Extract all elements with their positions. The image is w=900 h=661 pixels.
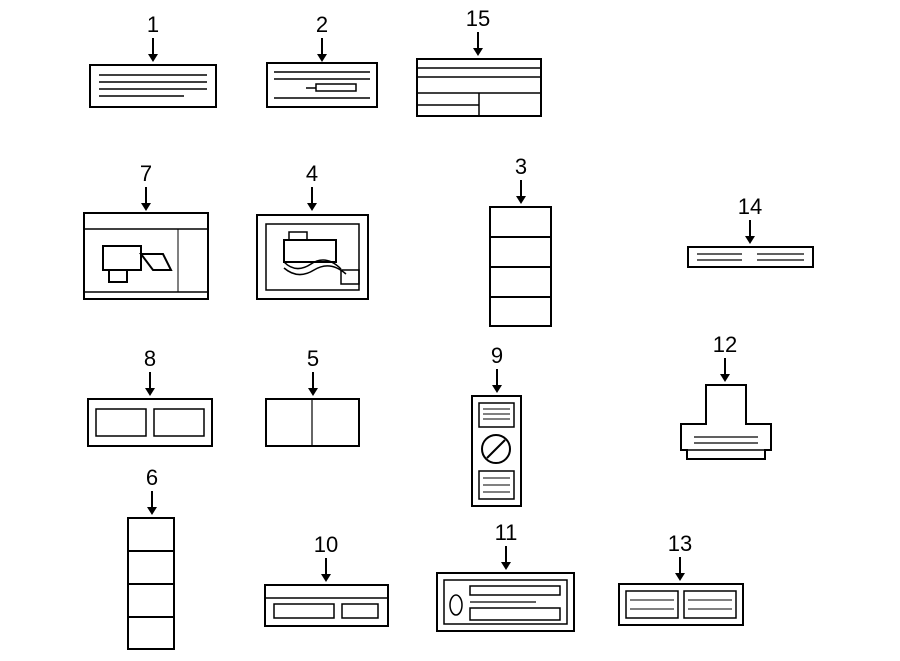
label-3: 3 [506, 156, 536, 204]
label-9: 9 [482, 345, 512, 393]
part-12 [680, 384, 772, 460]
part-10 [264, 584, 389, 627]
label-13: 13 [665, 533, 695, 581]
label-3-num: 3 [506, 156, 536, 178]
part-7 [83, 212, 209, 300]
label-15-num: 15 [463, 8, 493, 30]
label-12: 12 [710, 334, 740, 382]
part-11 [436, 572, 575, 632]
label-4: 4 [297, 163, 327, 211]
arrow-down-icon [742, 220, 758, 244]
part-13 [618, 583, 744, 626]
arrow-down-icon [513, 180, 529, 204]
label-7: 7 [131, 163, 161, 211]
arrow-down-icon [489, 369, 505, 393]
label-11-num: 11 [491, 522, 521, 544]
arrow-down-icon [470, 32, 486, 56]
label-4-num: 4 [297, 163, 327, 185]
label-13-num: 13 [665, 533, 695, 555]
label-2: 2 [307, 14, 337, 62]
label-1: 1 [138, 14, 168, 62]
part-5 [265, 398, 360, 447]
label-9-num: 9 [482, 345, 512, 367]
arrow-down-icon [138, 187, 154, 211]
part-3 [489, 206, 552, 327]
part-1 [89, 64, 217, 108]
arrow-down-icon [314, 38, 330, 62]
label-8-num: 8 [135, 348, 165, 370]
part-14 [687, 246, 814, 268]
part-4 [256, 214, 369, 300]
label-1-num: 1 [138, 14, 168, 36]
arrow-down-icon [318, 558, 334, 582]
arrow-down-icon [145, 38, 161, 62]
part-2 [266, 62, 378, 108]
label-7-num: 7 [131, 163, 161, 185]
label-11: 11 [491, 522, 521, 570]
arrow-down-icon [717, 358, 733, 382]
label-14: 14 [735, 196, 765, 244]
arrow-down-icon [672, 557, 688, 581]
part-8 [87, 398, 213, 447]
part-9 [471, 395, 522, 507]
arrow-down-icon [304, 187, 320, 211]
label-10-num: 10 [311, 534, 341, 556]
part-6 [127, 517, 175, 650]
label-10: 10 [311, 534, 341, 582]
label-15: 15 [463, 8, 493, 56]
arrow-down-icon [305, 372, 321, 396]
label-14-num: 14 [735, 196, 765, 218]
arrow-down-icon [142, 372, 158, 396]
label-12-num: 12 [710, 334, 740, 356]
arrow-down-icon [144, 491, 160, 515]
label-6: 6 [137, 467, 167, 515]
label-5-num: 5 [298, 348, 328, 370]
arrow-down-icon [498, 546, 514, 570]
part-15 [416, 58, 542, 117]
label-2-num: 2 [307, 14, 337, 36]
label-6-num: 6 [137, 467, 167, 489]
label-5: 5 [298, 348, 328, 396]
label-8: 8 [135, 348, 165, 396]
